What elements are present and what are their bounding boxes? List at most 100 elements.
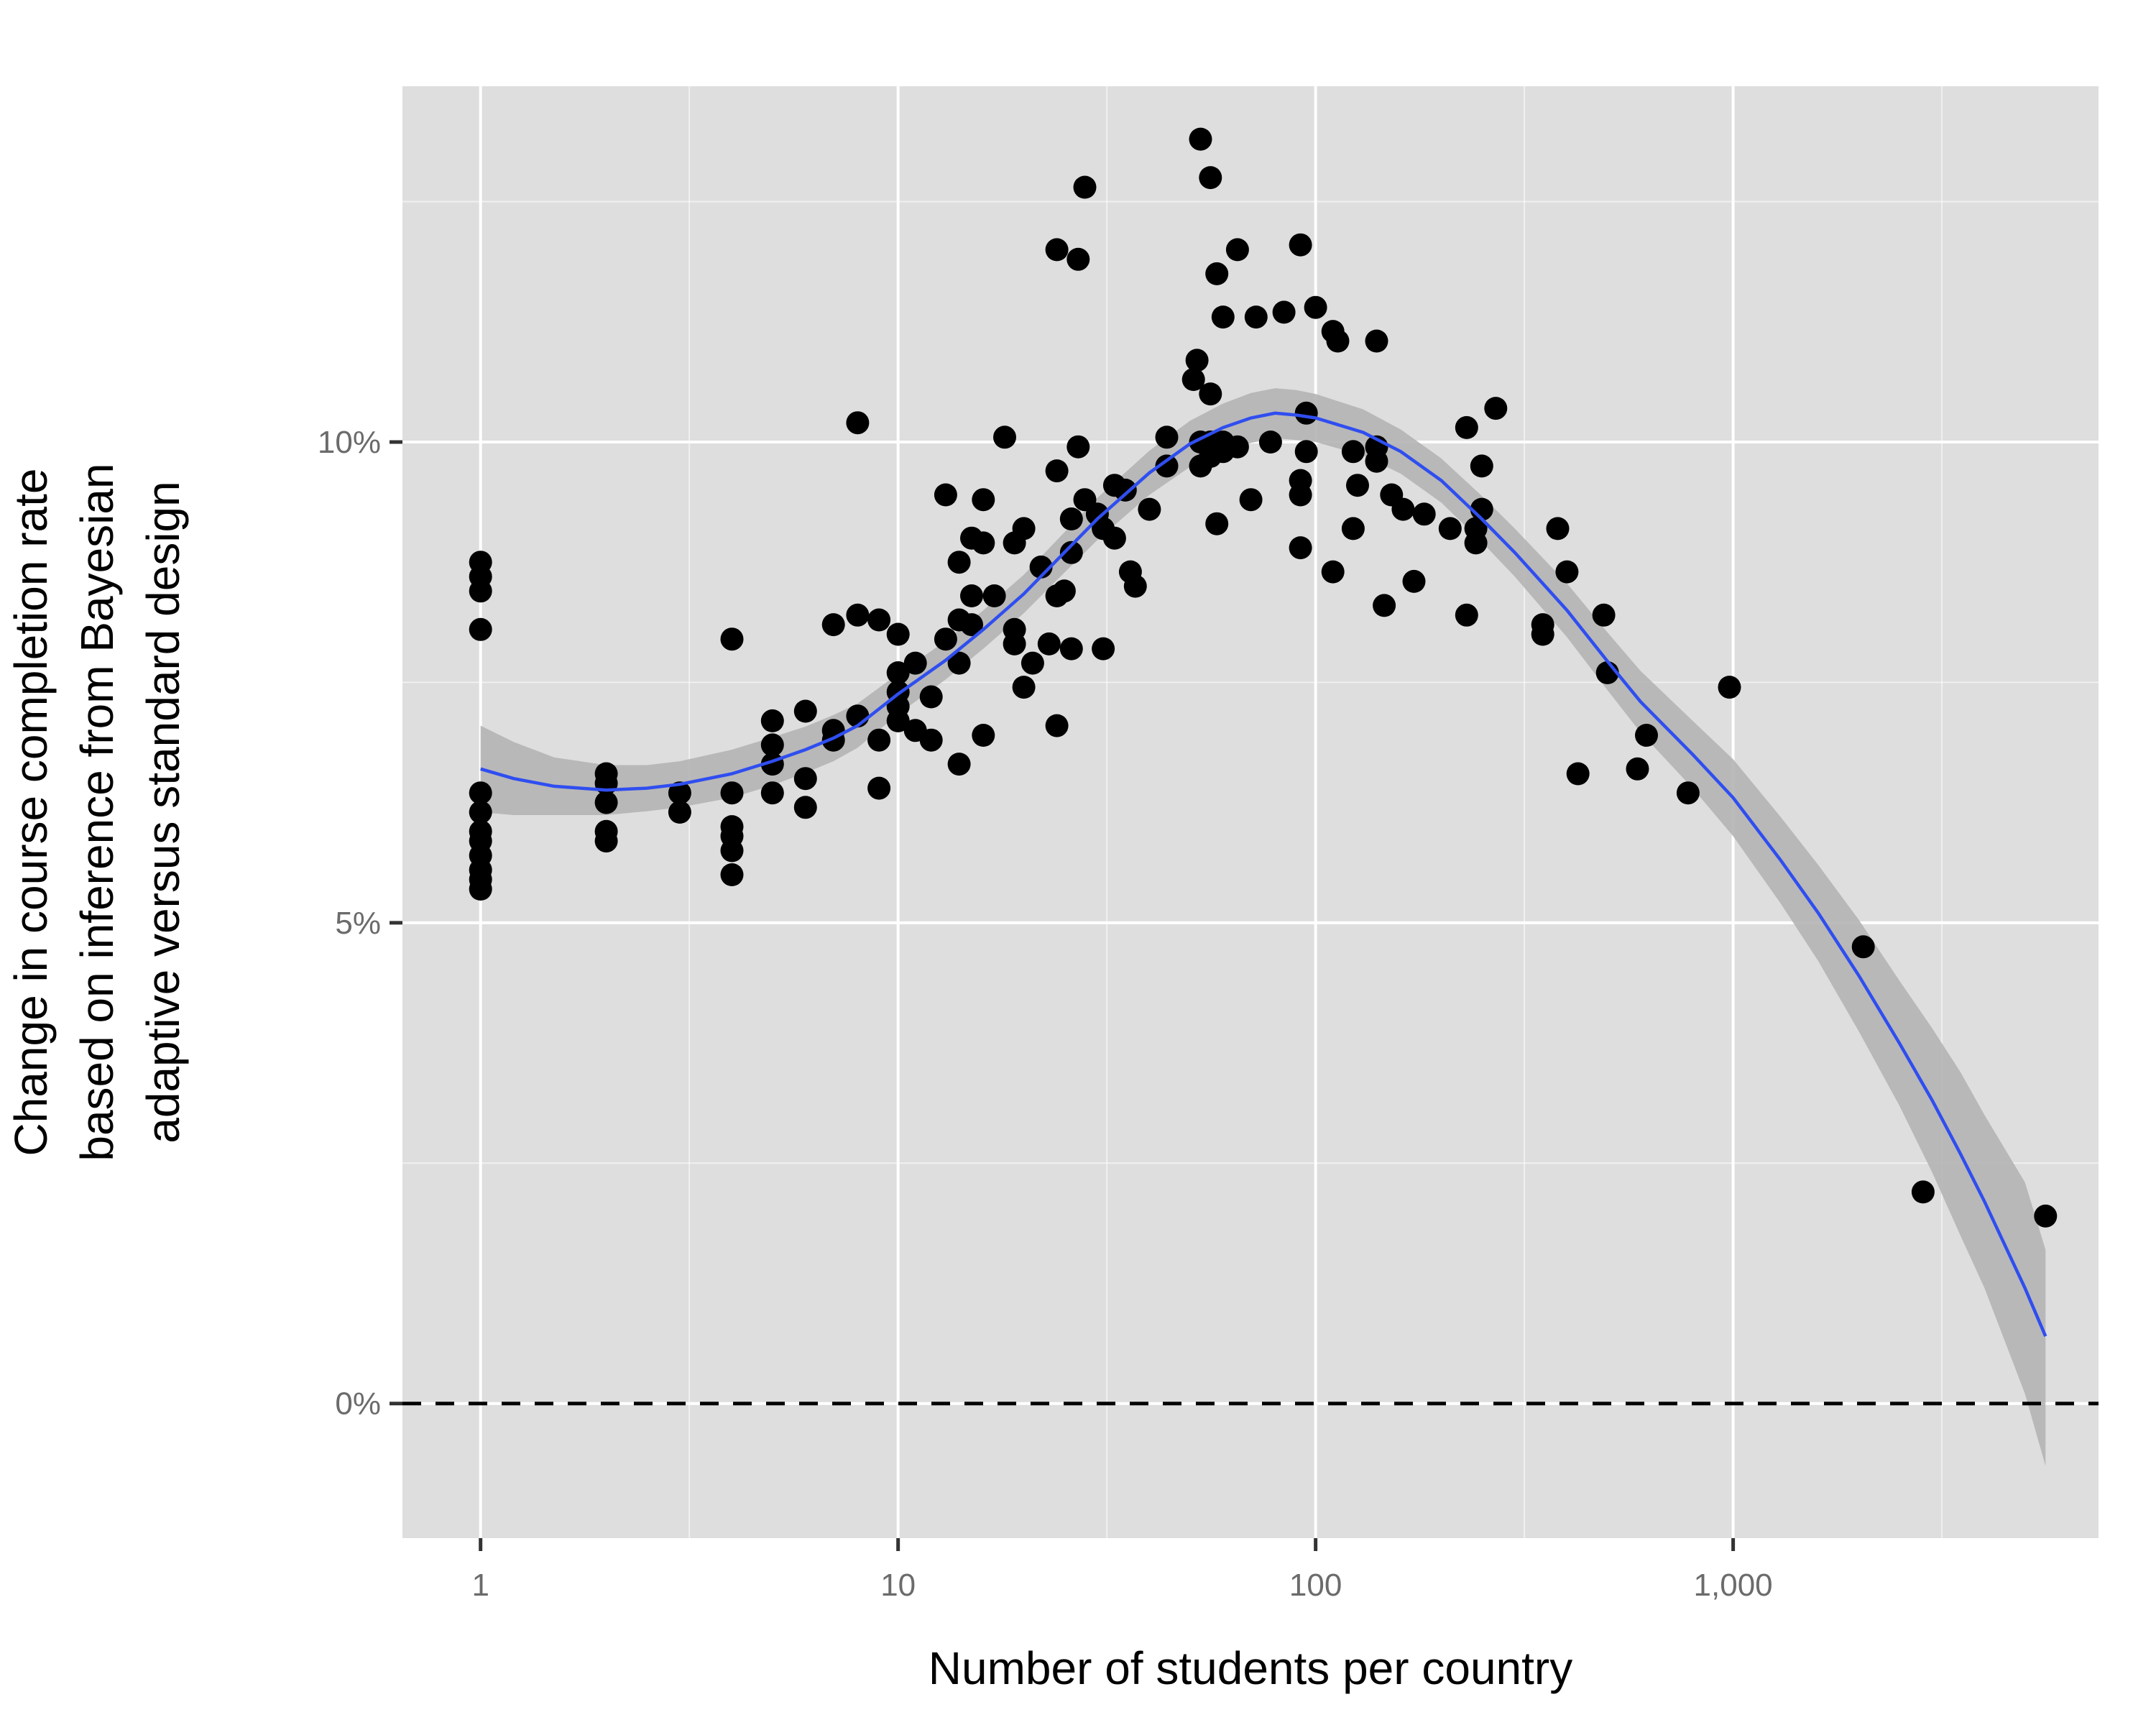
data-point [947,551,971,574]
data-point [1029,555,1053,579]
data-point [886,622,910,646]
data-point [1225,238,1249,262]
data-point [1294,401,1318,425]
x-axis: 1 10 100 1,000 [471,1538,1773,1603]
x-tick-label: 100 [1289,1568,1342,1603]
data-point [1402,569,1426,593]
data-point [919,685,943,709]
data-point [469,781,492,805]
data-point [1341,440,1365,464]
data-point [1189,127,1212,151]
data-point [668,781,691,805]
data-point [1244,305,1268,329]
data-point [594,829,618,853]
data-point [1185,349,1209,372]
data-point [1059,540,1083,564]
data-point [594,791,618,814]
x-tick-label: 1,000 [1694,1568,1773,1603]
data-point [1365,329,1388,353]
data-point [972,531,995,555]
data-point [760,781,784,805]
data-point [1067,247,1090,271]
data-point [1484,397,1508,420]
data-point [720,863,744,886]
smooth-line-layer [480,411,2047,1337]
data-point [469,617,492,641]
data-point [821,613,845,637]
data-point [1045,238,1069,262]
data-point [720,839,744,862]
data-point [1365,449,1388,473]
y-tick-label: 10% [318,425,381,460]
data-point [1326,329,1350,353]
minor-gridlines [402,86,2099,1538]
data-point [793,796,817,819]
data-point [903,651,927,675]
data-point [1059,507,1083,530]
y-axis-title-line: adaptive versus standard design [137,481,189,1143]
data-point [1092,637,1115,661]
data-point [1566,762,1590,786]
data-point [1626,757,1649,781]
data-point [1012,676,1036,699]
chart-panel [402,86,2099,1538]
data-point [793,767,817,791]
data-point [1455,603,1478,627]
data-point [793,699,817,723]
data-point [1199,166,1222,190]
data-point [760,733,784,757]
data-point [1155,454,1179,478]
y-axis: 0% 5% 10% [318,425,402,1422]
data-point [960,584,983,607]
data-point [846,603,870,627]
data-point [1531,622,1554,646]
data-point [1718,676,1741,699]
data-point [1592,603,1616,627]
data-point [760,709,784,732]
data-point [1635,724,1658,747]
data-point [947,753,971,776]
data-point [1258,431,1282,454]
data-point [1205,262,1229,285]
data-point [1211,305,1235,329]
data-point [1289,233,1312,257]
data-point [720,627,744,651]
data-point [972,488,995,512]
y-tick-label: 5% [335,906,381,941]
y-tick-label: 0% [335,1386,381,1422]
x-tick-label: 1 [471,1568,489,1603]
data-point [1289,483,1312,507]
data-point [1003,632,1026,656]
data-point [1102,526,1126,550]
data-point [1304,295,1327,319]
data-point [867,608,891,632]
data-point [720,781,744,805]
data-point [947,651,971,675]
data-point [867,776,891,800]
data-point [1021,651,1044,675]
data-point [867,728,891,752]
data-point [668,801,691,824]
data-point [1037,632,1061,656]
data-point [469,579,492,603]
data-point [886,709,910,732]
data-point [1321,560,1345,584]
data-point [960,613,983,637]
data-point [972,724,995,747]
data-point [1391,497,1415,521]
x-tick-label: 10 [880,1568,916,1603]
data-point [1045,714,1069,737]
data-point [886,661,910,684]
data-point [919,728,943,752]
data-point [1181,368,1205,391]
data-point [1067,435,1090,459]
data-point [1555,560,1579,584]
data-point [1438,517,1462,540]
data-point [1346,474,1369,497]
smooth-fit-line [480,411,2047,1337]
data-point [469,801,492,824]
data-point [1455,415,1478,439]
data-point [1239,488,1263,512]
data-point [993,426,1016,449]
